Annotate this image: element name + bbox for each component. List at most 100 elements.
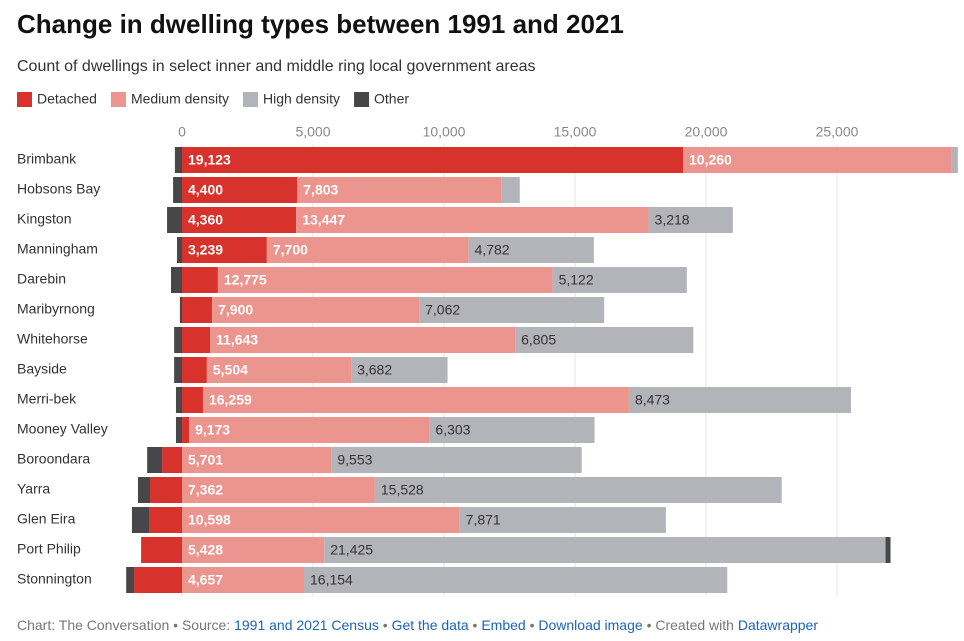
bar-segment xyxy=(182,417,190,443)
legend-label: Detached xyxy=(37,91,97,107)
bar-segment xyxy=(162,447,182,473)
bar-segment xyxy=(177,237,182,263)
legend-label: High density xyxy=(263,91,340,107)
bar-segment xyxy=(182,207,297,233)
bar-segment xyxy=(304,567,728,593)
bar-segment xyxy=(126,567,135,593)
bar-segment xyxy=(131,507,149,533)
bar-segment xyxy=(331,447,582,473)
bar-segment xyxy=(182,567,305,593)
separator: • xyxy=(529,617,535,633)
value-label: 4,360 xyxy=(188,212,223,228)
bar-segment xyxy=(885,537,891,563)
separator: • xyxy=(472,617,478,633)
bar-segment xyxy=(552,267,687,293)
bar-segment xyxy=(175,417,182,443)
bar-segment xyxy=(147,447,163,473)
value-label: 3,682 xyxy=(357,362,392,378)
chart-subtitle: Count of dwellings in select inner and m… xyxy=(17,58,536,75)
bar-segment xyxy=(167,207,182,233)
value-label: 9,553 xyxy=(337,452,372,468)
bar-segment xyxy=(189,417,430,443)
tool-link[interactable]: Datawrapper xyxy=(737,617,818,633)
bar-segment xyxy=(296,207,649,233)
bar-segment xyxy=(351,357,448,383)
category-label: Bayside xyxy=(17,361,67,377)
value-label: 7,871 xyxy=(466,512,501,528)
value-label: 7,803 xyxy=(303,182,338,198)
legend-swatch xyxy=(354,92,370,107)
value-label: 5,122 xyxy=(559,272,594,288)
category-label: Kingston xyxy=(17,211,71,227)
legend-label: Medium density xyxy=(131,91,229,107)
separator: • xyxy=(382,617,388,633)
bar-segment xyxy=(501,177,520,203)
bar-segment xyxy=(206,357,352,383)
bar-segment xyxy=(374,477,782,503)
bar-segment xyxy=(182,507,460,533)
value-label: 7,062 xyxy=(425,302,460,318)
value-label: 16,154 xyxy=(310,572,353,588)
bar-segment xyxy=(179,297,182,323)
bar-segment xyxy=(182,147,684,173)
bar-segment xyxy=(182,387,203,413)
category-label: Port Philip xyxy=(17,541,81,557)
bar-segment xyxy=(429,417,595,443)
chart-title: Change in dwelling types between 1991 an… xyxy=(17,9,624,39)
bar-segment xyxy=(170,267,182,293)
legend-label: Other xyxy=(374,91,409,107)
bars: Brimbank 19,123 10,260 Hobsons Bay 4,400 7,80… xyxy=(17,147,958,593)
category-label: Boroondara xyxy=(17,451,90,467)
download-link[interactable]: Download image xyxy=(538,617,643,633)
footer: Chart: The Conversation • Source: 1991 a… xyxy=(17,617,818,633)
category-label: Glen Eira xyxy=(17,511,76,527)
value-label: 9,173 xyxy=(195,422,230,438)
embed-link[interactable]: Embed xyxy=(481,617,526,633)
bar-segment xyxy=(459,507,666,533)
value-label: 6,303 xyxy=(435,422,470,438)
bar-segment xyxy=(134,567,182,593)
separator: • xyxy=(646,617,652,633)
value-label: 5,428 xyxy=(188,542,223,558)
bar-segment xyxy=(182,477,375,503)
bar-segment xyxy=(182,537,325,563)
value-label: 5,701 xyxy=(188,452,223,468)
legend-swatch xyxy=(17,92,32,107)
category-label: Maribyrnong xyxy=(17,301,95,317)
bar-segment xyxy=(182,177,298,203)
x-tick-label: 0 xyxy=(178,124,186,140)
x-tick-label: 25,000 xyxy=(816,124,859,140)
value-label: 15,528 xyxy=(381,482,424,498)
bar-segment xyxy=(628,387,851,413)
source-link[interactable]: 1991 and 2021 Census xyxy=(234,617,379,633)
bar-segment xyxy=(266,237,469,263)
bar-segment xyxy=(297,177,502,203)
bar-segment xyxy=(174,147,182,173)
bar-segment xyxy=(182,357,207,383)
value-label: 3,218 xyxy=(655,212,690,228)
bar-segment xyxy=(951,147,958,173)
footer-credit: Chart: The Conversation xyxy=(17,617,170,633)
x-tick-label: 10,000 xyxy=(423,124,466,140)
x-tick-label: 15,000 xyxy=(554,124,597,140)
value-label: 3,239 xyxy=(188,242,223,258)
bar-segment xyxy=(174,357,182,383)
bar-segment xyxy=(174,327,182,353)
value-label: 13,447 xyxy=(302,212,345,228)
bar-segment xyxy=(182,237,267,263)
separator: • xyxy=(173,617,179,633)
value-label: 7,900 xyxy=(218,302,253,318)
value-label: 10,260 xyxy=(689,152,732,168)
created-label: Created with xyxy=(655,617,734,633)
bar-segment xyxy=(210,327,516,353)
value-label: 10,598 xyxy=(188,512,231,528)
bar-segment xyxy=(148,507,182,533)
get-data-link[interactable]: Get the data xyxy=(391,617,469,633)
legend-swatch xyxy=(242,92,258,107)
bar-segment xyxy=(173,177,182,203)
value-label: 8,473 xyxy=(635,392,670,408)
bar-segment xyxy=(648,207,733,233)
value-label: 4,782 xyxy=(475,242,510,258)
value-label: 4,400 xyxy=(188,182,223,198)
bar-segment xyxy=(182,327,211,353)
